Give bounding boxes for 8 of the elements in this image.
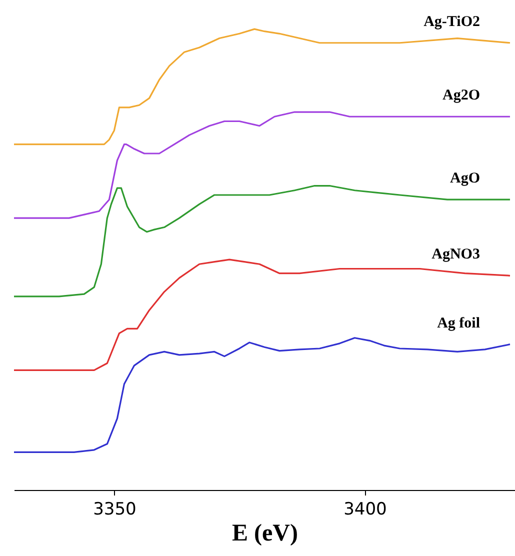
x-tick-label: 3400 [344,500,387,520]
series-label: Ag foil [437,315,480,332]
series-label: Ag-TiO2 [424,14,480,30]
series-label: AgO [450,170,480,187]
series-label: AgNO3 [432,246,480,263]
x-tick-label: 3350 [93,500,136,520]
x-axis-title: E (eV) [232,520,298,546]
series-label: Ag2O [442,88,480,104]
